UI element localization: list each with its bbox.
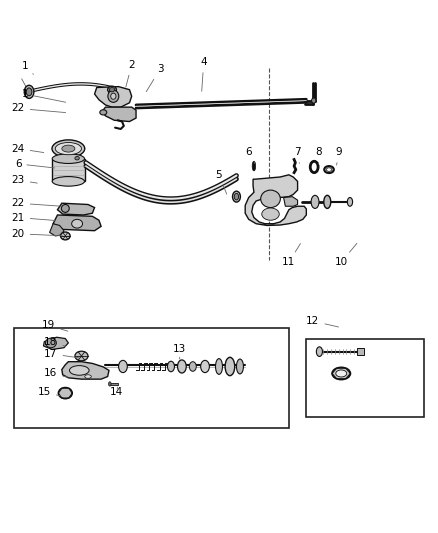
Text: 2: 2: [126, 60, 135, 87]
Text: 18: 18: [44, 337, 66, 346]
Text: 12: 12: [306, 316, 339, 327]
Ellipse shape: [108, 90, 119, 102]
Ellipse shape: [111, 93, 116, 99]
Ellipse shape: [167, 361, 174, 372]
Ellipse shape: [347, 198, 353, 206]
Text: 3: 3: [146, 64, 163, 92]
Ellipse shape: [252, 161, 256, 171]
Ellipse shape: [262, 208, 279, 220]
Ellipse shape: [332, 367, 350, 379]
Ellipse shape: [108, 86, 117, 93]
Polygon shape: [57, 203, 95, 215]
Ellipse shape: [201, 360, 209, 373]
Ellipse shape: [75, 351, 88, 361]
Text: 8: 8: [315, 147, 322, 164]
Text: 5: 5: [215, 170, 227, 194]
Ellipse shape: [177, 360, 186, 373]
Polygon shape: [245, 175, 306, 225]
Text: 7: 7: [294, 147, 301, 163]
Ellipse shape: [62, 145, 75, 152]
Text: 1: 1: [21, 89, 66, 102]
Ellipse shape: [109, 382, 111, 386]
Polygon shape: [95, 87, 132, 107]
Bar: [110, 383, 118, 385]
Text: 17: 17: [44, 349, 79, 359]
Ellipse shape: [46, 338, 57, 348]
Ellipse shape: [311, 195, 319, 208]
Text: 23: 23: [11, 175, 37, 185]
Ellipse shape: [75, 157, 79, 160]
Text: 15: 15: [38, 387, 60, 397]
Ellipse shape: [311, 98, 316, 103]
Ellipse shape: [119, 360, 127, 373]
Text: 19: 19: [42, 320, 68, 331]
Ellipse shape: [324, 195, 331, 208]
Ellipse shape: [63, 154, 74, 162]
Ellipse shape: [55, 142, 81, 155]
Ellipse shape: [110, 87, 115, 92]
Text: 1: 1: [21, 61, 33, 75]
Ellipse shape: [52, 140, 85, 157]
Text: 9: 9: [336, 147, 343, 165]
Text: 24: 24: [11, 143, 44, 154]
Ellipse shape: [225, 357, 235, 376]
Ellipse shape: [52, 154, 85, 164]
Bar: [14, 328, 289, 428]
Ellipse shape: [233, 191, 240, 202]
Ellipse shape: [336, 370, 347, 377]
Polygon shape: [53, 215, 101, 231]
Text: 6: 6: [245, 147, 255, 164]
Text: 20: 20: [11, 229, 63, 239]
Text: 13: 13: [173, 344, 186, 359]
Text: 21: 21: [11, 213, 55, 223]
Polygon shape: [49, 224, 64, 236]
Polygon shape: [284, 197, 297, 206]
Polygon shape: [62, 362, 109, 379]
Ellipse shape: [326, 168, 332, 171]
Ellipse shape: [261, 190, 280, 207]
Ellipse shape: [61, 205, 69, 212]
Ellipse shape: [237, 359, 244, 374]
Ellipse shape: [60, 232, 70, 240]
Text: 16: 16: [44, 368, 68, 378]
Text: 22: 22: [11, 198, 59, 208]
Ellipse shape: [234, 193, 239, 200]
Text: 22: 22: [11, 103, 66, 114]
Ellipse shape: [52, 176, 85, 186]
Polygon shape: [102, 107, 136, 122]
Ellipse shape: [215, 359, 223, 374]
Ellipse shape: [189, 362, 196, 372]
Text: 14: 14: [110, 387, 123, 397]
Ellipse shape: [85, 375, 91, 378]
Ellipse shape: [316, 347, 322, 357]
Text: 6: 6: [15, 159, 55, 169]
Text: 10: 10: [335, 243, 357, 267]
Ellipse shape: [26, 88, 32, 96]
Ellipse shape: [324, 166, 334, 173]
Bar: [357, 348, 364, 354]
Ellipse shape: [70, 366, 89, 375]
Text: 4: 4: [201, 57, 207, 91]
Ellipse shape: [58, 387, 72, 399]
Text: 11: 11: [282, 244, 300, 267]
Ellipse shape: [100, 110, 107, 115]
Ellipse shape: [72, 220, 82, 228]
Bar: [52, 159, 85, 181]
Polygon shape: [43, 337, 68, 350]
Ellipse shape: [24, 85, 34, 99]
Bar: [306, 338, 424, 417]
